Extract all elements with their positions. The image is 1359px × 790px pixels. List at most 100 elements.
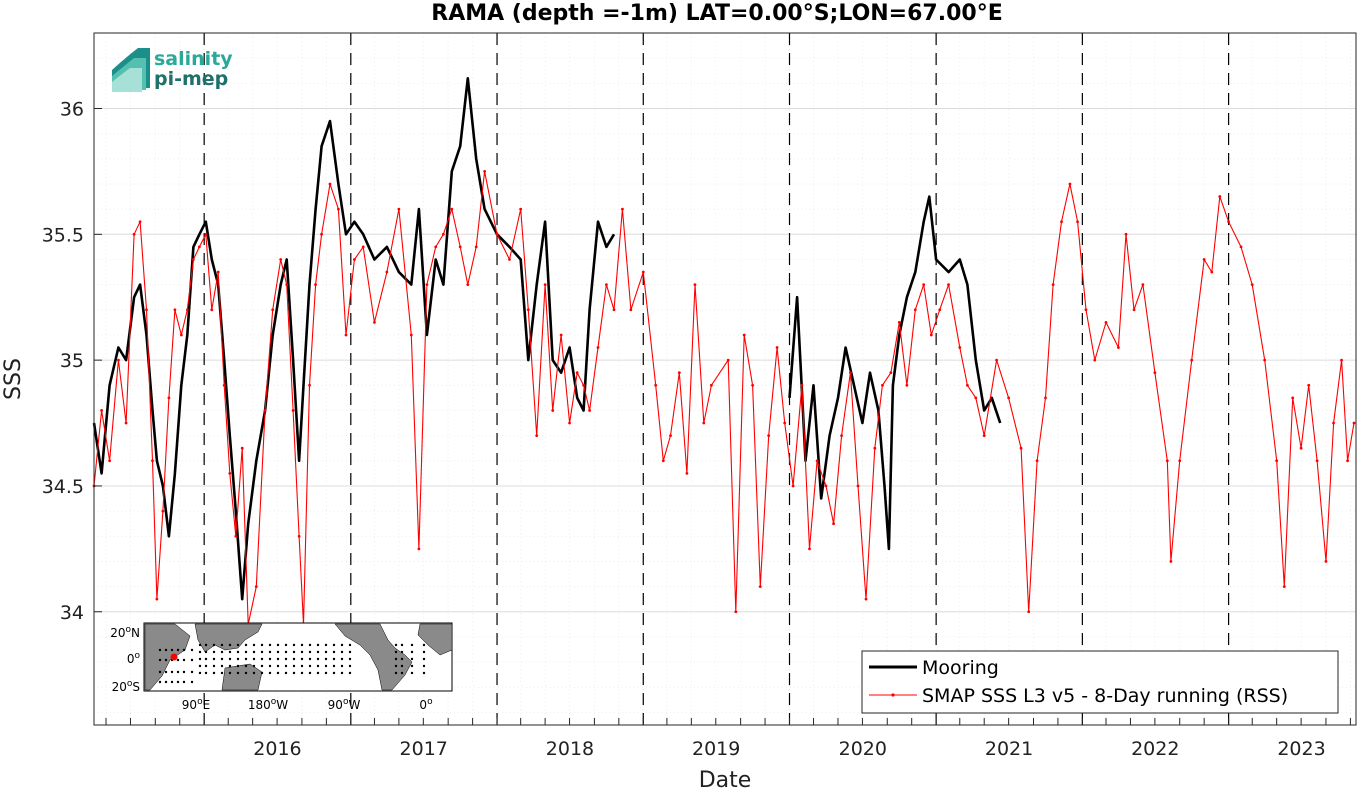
- series-smap-point: [1332, 421, 1335, 425]
- inset-mooring-dot: [212, 664, 216, 668]
- series-smap-point: [344, 333, 348, 337]
- series-smap-point: [974, 396, 978, 400]
- inset-mooring-dot: [190, 658, 194, 662]
- inset-mooring-dot: [276, 664, 280, 668]
- series-smap-point: [234, 534, 238, 538]
- inset-mooring-dot: [268, 664, 272, 668]
- series-mooring-line: [92, 77, 1002, 601]
- year-boundary-lines: [203, 33, 1230, 725]
- inset-mooring-dot: [260, 657, 264, 661]
- series-smap-point: [1027, 610, 1031, 614]
- inset-mooring-dot: [422, 664, 426, 668]
- inset-mooring-dot: [300, 657, 304, 661]
- series-smap-point: [1239, 245, 1243, 249]
- series-smap-point: [1299, 446, 1303, 450]
- series-smap-point: [1035, 459, 1039, 463]
- grid: [94, 33, 1356, 725]
- series-smap-point: [308, 383, 311, 387]
- series-smap-point: [155, 597, 159, 601]
- inset-mooring-dot: [244, 643, 248, 647]
- series-smap-point: [179, 333, 183, 337]
- x-tick-label: 2021: [985, 738, 1033, 760]
- series-smap-point: [124, 421, 128, 425]
- inset-mooring-dot: [316, 643, 320, 647]
- inset-mooring-dot: [324, 643, 328, 647]
- inset-mooring-dot: [300, 643, 304, 647]
- series-smap-point: [1051, 283, 1055, 287]
- inset-mooring-dot: [410, 650, 414, 654]
- series-smap-point: [856, 484, 860, 488]
- inset-mooring-dot: [410, 643, 414, 647]
- series-smap-point: [1117, 346, 1120, 349]
- inset-mooring-dot: [268, 650, 272, 654]
- inset-mooring-dot: [276, 657, 280, 661]
- inset-mooring-dot: [410, 657, 414, 661]
- series-smap-point: [824, 484, 828, 488]
- series-smap-point: [612, 308, 616, 312]
- series-smap-point: [1307, 383, 1311, 387]
- series-smap-point: [373, 320, 376, 324]
- inset-mooring-dot: [340, 643, 344, 647]
- inset-mooring-dot: [348, 650, 352, 654]
- inset-mooring-dot: [158, 680, 162, 684]
- series-smap-point: [1202, 258, 1206, 261]
- inset-mooring-dot: [422, 650, 426, 654]
- series-smap-point: [596, 346, 600, 349]
- inset-mooring-dot: [332, 657, 336, 661]
- series-smap-point: [938, 308, 942, 312]
- inset-mooring-dot: [228, 664, 232, 668]
- inset-mooring-dot: [316, 650, 320, 654]
- series-smap-point: [240, 446, 244, 450]
- series-smap-point: [641, 270, 645, 274]
- inset-mooring-dot: [158, 670, 162, 674]
- series-smap-point: [519, 207, 523, 211]
- inset-mooring-dot: [332, 664, 336, 668]
- series-smap-point: [783, 421, 787, 425]
- series-smap-point: [1076, 220, 1079, 224]
- inset-mooring-dot: [236, 650, 240, 654]
- series-smap-point: [450, 207, 454, 211]
- series-smap-point: [434, 245, 438, 249]
- inset-mooring-dot: [268, 657, 272, 661]
- series-smap-point: [197, 245, 201, 249]
- inset-mooring-dot: [394, 657, 398, 661]
- inset-mooring-dot: [244, 664, 248, 668]
- inset-mooring-dot: [400, 657, 404, 661]
- series-smap-point: [1124, 232, 1128, 236]
- legend-label-mooring: Mooring: [922, 657, 999, 679]
- inset-mooring-dot: [260, 650, 264, 654]
- inset-lat-label: 0o: [127, 651, 141, 666]
- inset-mooring-dot: [252, 664, 256, 668]
- series-smap-point: [222, 383, 226, 387]
- inset-mooring-dot: [170, 680, 174, 684]
- inset-mooring-dot: [182, 680, 186, 684]
- x-tick-label: 2023: [1277, 738, 1325, 760]
- series-smap-point: [385, 270, 389, 274]
- series-smap-point: [726, 358, 730, 362]
- inset-mooring-dot: [410, 664, 414, 668]
- series-smap-point: [173, 308, 177, 312]
- series-smap-point: [840, 434, 843, 438]
- series-smap-point: [1352, 421, 1356, 425]
- series-smap-point: [559, 333, 563, 337]
- series-smap-point: [285, 283, 289, 287]
- inset-mooring-dot: [300, 664, 304, 668]
- inset-mooring-dot: [348, 664, 352, 668]
- inset-mooring-dot: [400, 664, 404, 668]
- inset-mooring-dot: [340, 671, 344, 675]
- logo-line1: salinity: [154, 48, 233, 70]
- series-smap-point: [320, 232, 323, 236]
- inset-mooring-dot: [198, 671, 202, 675]
- inset-mooring-dot: [292, 671, 296, 675]
- series-smap-point: [271, 308, 275, 312]
- series-smap-point: [1275, 459, 1279, 463]
- series-smap-point: [929, 333, 933, 337]
- inset-mooring-dot: [176, 658, 180, 662]
- inset-lon-label: 180oW: [248, 697, 288, 712]
- series-smap-point: [889, 371, 893, 375]
- inset-mooring-dot: [220, 650, 224, 654]
- inset-mooring-dot: [252, 650, 256, 654]
- inset-land-australia: [221, 663, 263, 691]
- x-tick-label: 2022: [1131, 738, 1179, 760]
